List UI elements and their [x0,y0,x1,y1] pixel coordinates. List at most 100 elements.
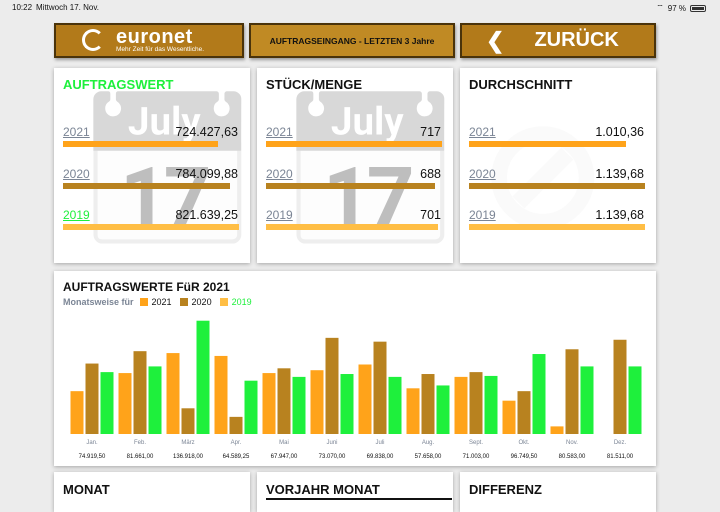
year-link[interactable]: 2019 [469,208,496,222]
x-tick-label: Dez. [614,440,627,446]
bar-2020-3[interactable] [229,416,243,434]
x-tick-label: Juli [375,440,384,446]
kpi-card-3: ⊘ DURCHSCHNITT 2021 1.010,36 2020 1.139,68 201… [460,68,656,263]
bar-2019-3[interactable] [244,380,258,434]
wifi-icon: ⌔ [656,3,664,12]
bar-2021-6[interactable] [358,364,372,434]
bar-2021-1[interactable] [118,373,132,434]
month-total-label: 81.661,00 [127,454,154,460]
kpi-row-2021[interactable]: 2021 717 [266,125,444,149]
kpi-row-2021[interactable]: 2021 724.427,63 [63,125,241,149]
kpi-row-2019[interactable]: 2019 701 [266,208,444,232]
legend-item-2019: 2019 [219,297,252,307]
chart-legend: Monatsweise für 2021 2020 2019 [63,297,252,307]
bar-2019-4[interactable] [292,376,306,434]
year-link[interactable]: 2021 [469,125,496,139]
bar-2021-2[interactable] [166,353,180,434]
status-date: Mittwoch 17. Nov. [36,3,99,12]
back-button[interactable]: ❮ ZURÜCK [460,23,656,58]
monthly-chart-card: AUFTRAGSWERTE FüR 2021 Monatsweise für 2… [54,271,656,466]
year-link[interactable]: 2019 [266,208,293,222]
kpi-bar [266,141,442,147]
kpi-card-title: STÜCK/MENGE [266,77,363,92]
bar-2021-0[interactable] [70,391,84,434]
month-total-label: 71.003,00 [463,454,490,460]
x-tick-label: Mai [279,440,289,446]
kpi-row-2020[interactable]: 2020 688 [266,167,444,191]
back-button-label: ZURÜCK [534,29,619,51]
year-link[interactable]: 2021 [63,125,90,139]
x-tick-label: März [181,440,194,446]
kpi-row-2020[interactable]: 2020 784.099,88 [63,167,241,191]
kpi-row-2019[interactable]: 2019 821.639,25 [63,208,241,232]
month-total-label: 96.749,50 [511,454,538,460]
year-link[interactable]: 2020 [63,167,90,181]
bar-2021-4[interactable] [262,373,276,434]
bar-2019-1[interactable] [148,366,162,434]
x-tick-label: Feb. [134,440,146,446]
kpi-bar [469,224,645,230]
x-tick-label: Apr. [231,440,242,446]
bar-2021-9[interactable] [502,400,516,434]
bar-2019-6[interactable] [388,376,402,434]
chevron-left-icon: ❮ [486,27,505,53]
bar-2020-8[interactable] [469,372,483,434]
legend-label: 2020 [191,297,212,307]
year-link[interactable]: 2020 [266,167,293,181]
bar-2020-4[interactable] [277,368,291,434]
x-tick-label: Aug. [422,440,435,446]
bar-2019-0[interactable] [100,372,114,434]
bar-2020-6[interactable] [373,341,387,434]
summary-card-title: VORJAHR MONAT [266,482,452,500]
kpi-row-2020[interactable]: 2020 1.139,68 [469,167,647,191]
bar-2020-0[interactable] [85,363,99,434]
status-bar: 10:22 Mittwoch 17. Nov. ⌔ 97 % [0,0,720,16]
x-tick-label: Okt. [518,440,529,446]
year-link[interactable]: 2020 [469,167,496,181]
bar-2020-1[interactable] [133,351,147,434]
bar-2021-7[interactable] [406,388,420,434]
month-total-label: 81.511,00 [607,454,634,460]
battery-icon [690,4,706,12]
kpi-value: 724.427,63 [175,125,238,139]
bar-2019-5[interactable] [340,374,354,434]
bar-2020-7[interactable] [421,374,435,434]
bar-2019-2[interactable] [196,320,210,434]
bar-2020-11[interactable] [613,339,627,434]
bar-2021-3[interactable] [214,355,228,434]
kpi-bar [266,224,439,230]
bar-2020-10[interactable] [565,349,579,434]
kpi-row-2021[interactable]: 2021 1.010,36 [469,125,647,149]
month-total-label: 64.589,25 [223,454,250,460]
brand-logo-button[interactable]: euronet Mehr Zeit für das Wesentliche. [54,23,244,58]
kpi-card-1: 📅 AUFTRAGSWERT 2021 724.427,63 2020 784.099,8… [54,68,250,263]
summary-card-2: VORJAHR MONAT [257,472,453,512]
bar-2019-9[interactable] [532,354,546,434]
legend-swatch [179,298,188,306]
bar-2019-8[interactable] [484,375,498,434]
bar-2021-8[interactable] [454,376,468,434]
card-watermark-icon: 📅 [74,89,250,257]
bar-2020-9[interactable] [517,391,531,434]
bar-2020-2[interactable] [181,408,195,434]
card-watermark-icon: 📅 [277,89,453,257]
kpi-value: 717 [420,125,441,139]
bar-2021-10[interactable] [550,426,564,434]
x-tick-label: Jan. [86,440,98,446]
summary-card-3: DIFFERENZ [460,472,656,512]
bar-2020-5[interactable] [325,337,339,434]
month-total-label: 74.919,50 [79,454,106,460]
kpi-row-2019[interactable]: 2019 1.139,68 [469,208,647,232]
brand-tagline: Mehr Zeit für das Wesentliche. [116,46,205,53]
kpi-value: 1.010,36 [595,125,644,139]
bar-2019-10[interactable] [580,366,594,434]
legend-swatch [139,298,148,306]
bar-2019-7[interactable] [436,385,450,434]
bar-2021-5[interactable] [310,370,324,434]
year-link[interactable]: 2019 [63,208,90,222]
month-total-label: 73.070,00 [319,454,346,460]
brand-name: euronet [116,26,193,48]
kpi-bar [63,224,239,230]
year-link[interactable]: 2021 [266,125,293,139]
bar-2019-11[interactable] [628,366,642,434]
